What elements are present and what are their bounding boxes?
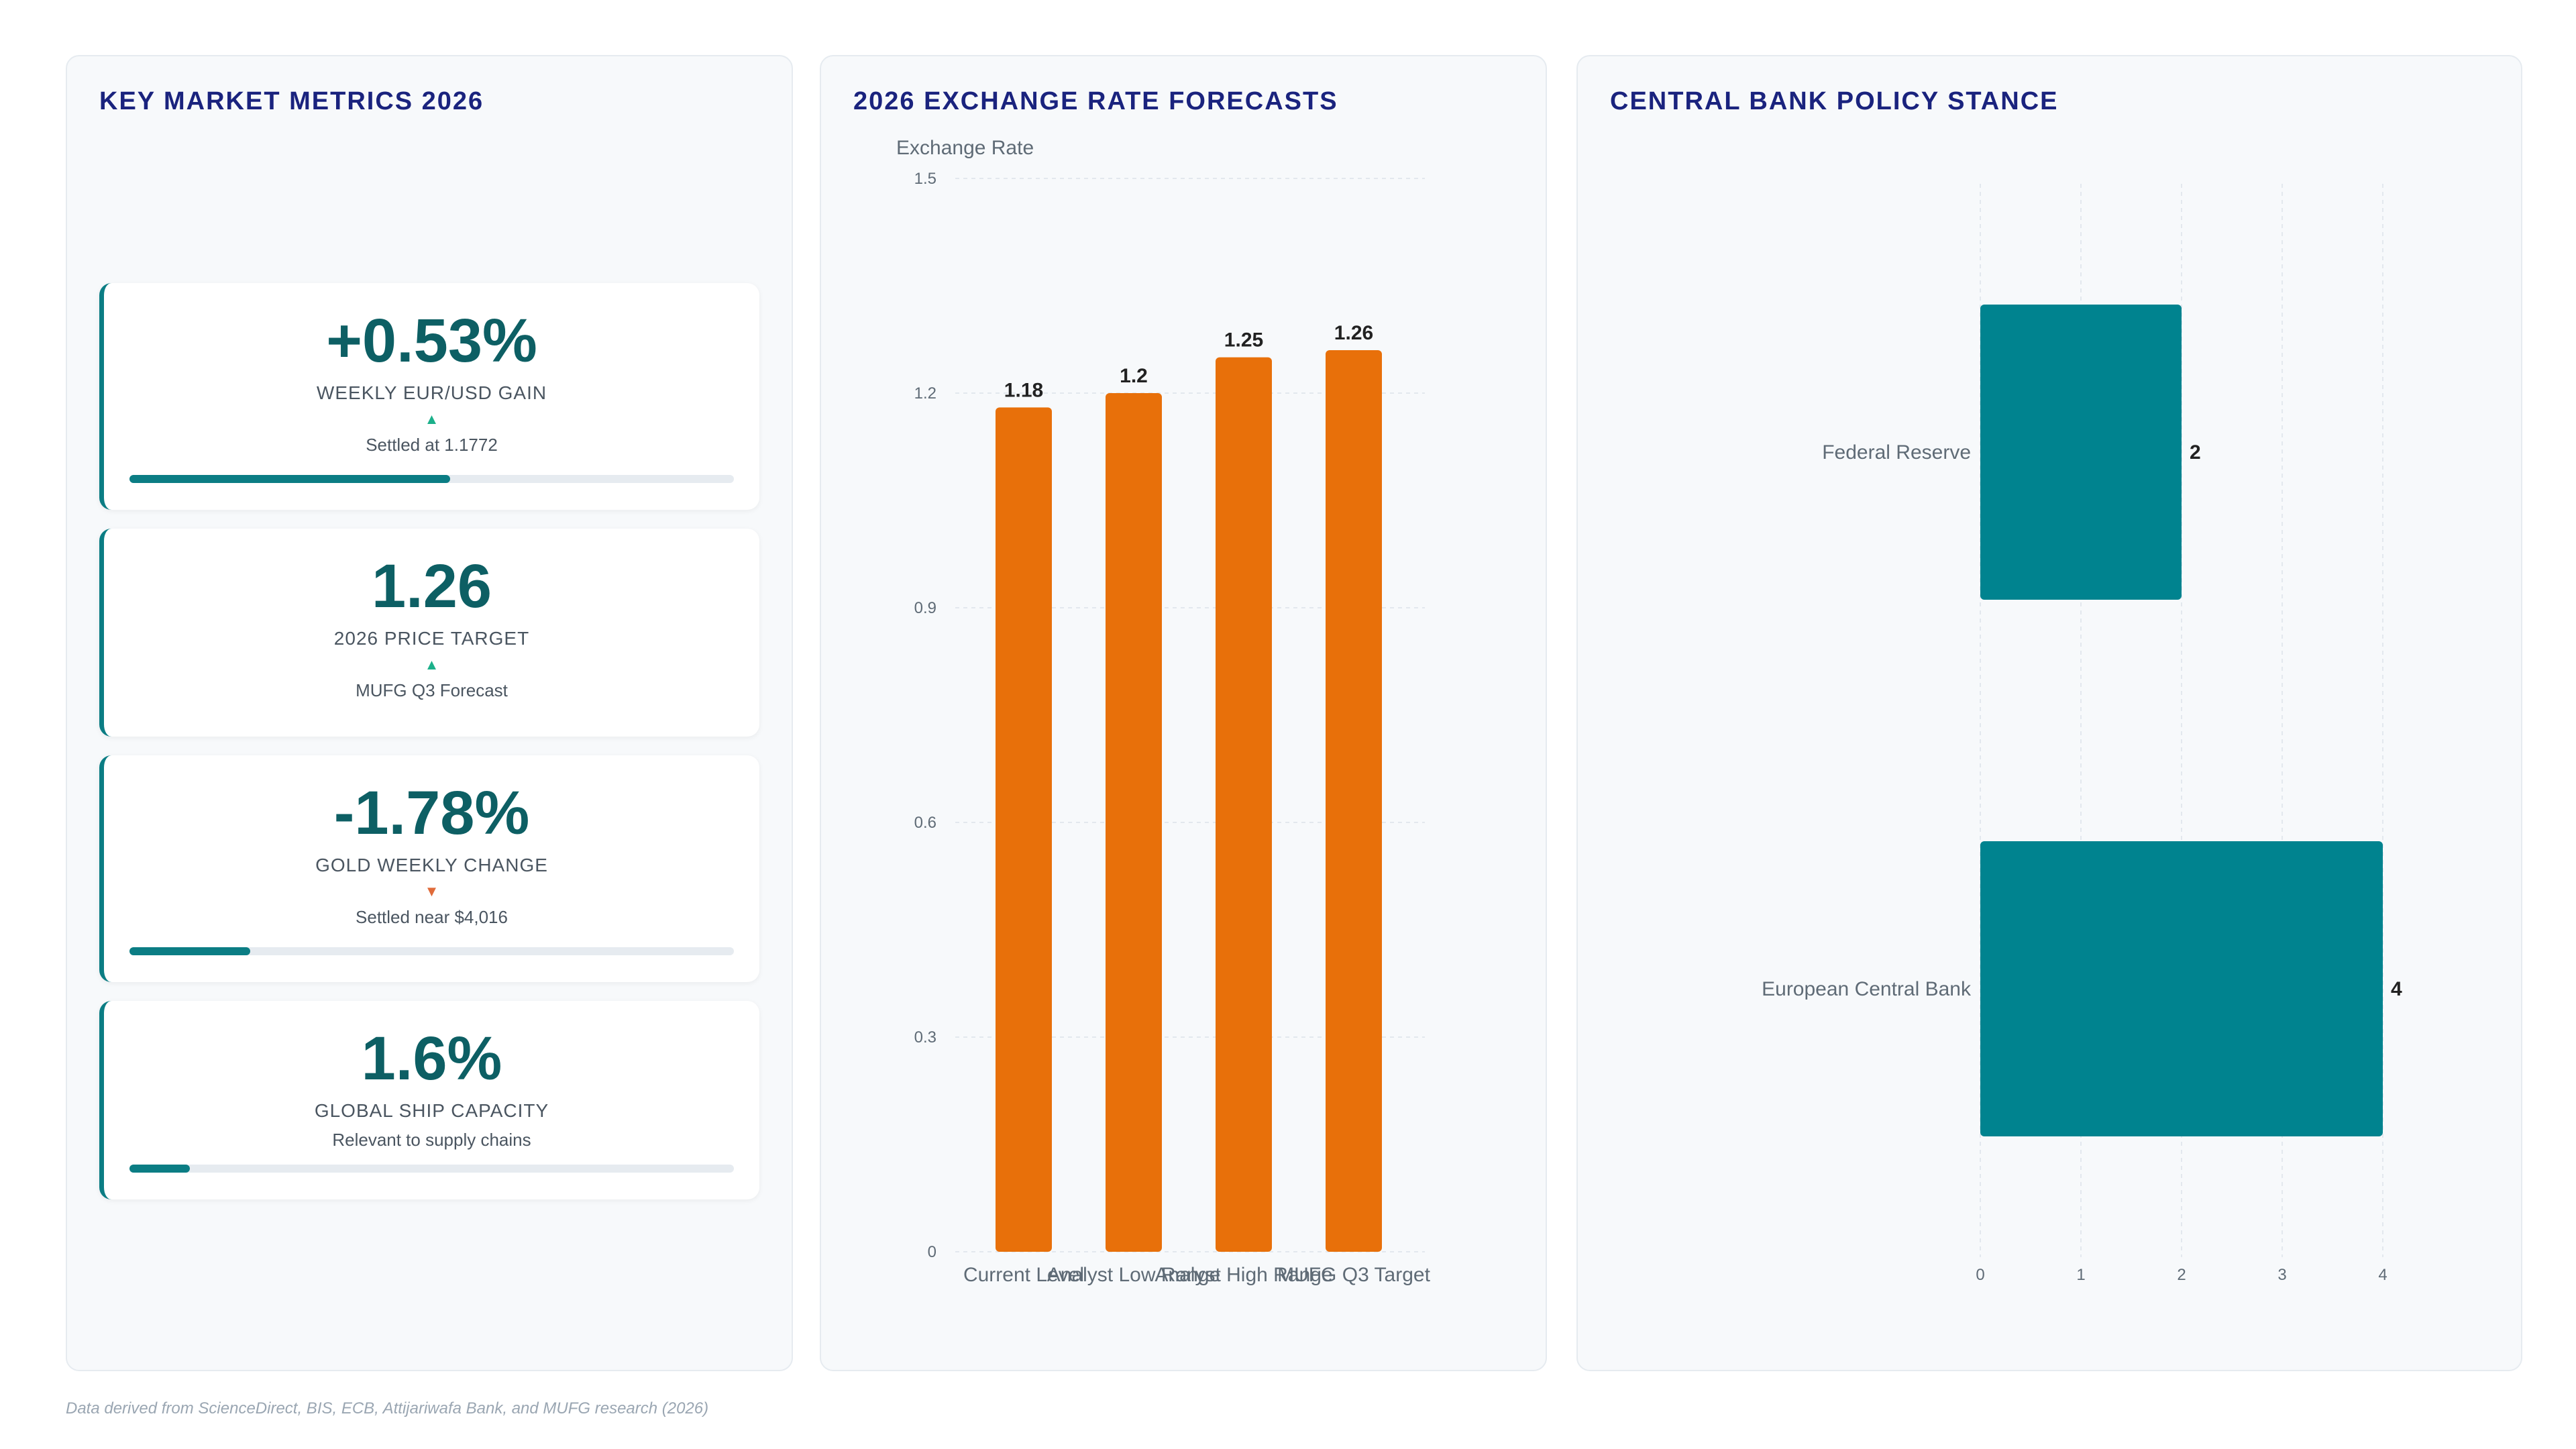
metric-value: +0.53% [326,307,537,375]
data-label: 1.25 [1224,329,1263,352]
bar [996,407,1052,1252]
trend-down-icon: ▼ [424,883,439,900]
bar [1216,357,1272,1252]
y-tick-label: 0 [928,1243,936,1261]
metric-value: 1.6% [361,1024,502,1093]
x-tick-label: Current Level [963,1264,1084,1286]
x-tick-label: 3 [2277,1266,2286,1284]
metric-card-gold: -1.78% GOLD WEEKLY CHANGE ▼ Settled near… [99,755,759,982]
x-tick-label: MUFG Q3 Target [1277,1264,1431,1286]
y-axis-label: Exchange Rate [896,137,1034,159]
y-tick-label: 0.3 [914,1028,936,1046]
data-label: 1.26 [1334,322,1373,344]
x-tick-label: 2 [2177,1266,2186,1284]
exchange-rate-chart: Exchange Rate 0 0.3 0.6 0.9 1.2 1.5 1.18 Current… [896,137,1431,1286]
metric-value: 1.26 [371,552,492,621]
metric-value: -1.78% [333,779,530,847]
data-label: 1.2 [1120,365,1148,387]
y-tick-label: 1.2 [914,384,936,402]
policy-panel-title: CENTRAL BANK POLICY STANCE [1610,87,2059,115]
metric-card-eurusd: +0.53% WEEKLY EUR/USD GAIN ▲ Settled at … [99,283,759,510]
progress-track [129,1165,734,1173]
metric-card-price-target: 1.26 2026 PRICE TARGET ▲ MUFG Q3 Forecas… [99,529,759,737]
x-tick-label: Analyst Low Range [1047,1264,1221,1286]
x-tick-label: 0 [1976,1266,1984,1284]
data-label: 1.18 [1004,379,1043,401]
data-label: 4 [2391,978,2402,1000]
metric-label: GLOBAL SHIP CAPACITY [314,1100,549,1121]
exchange-panel-title: 2026 EXCHANGE RATE FORECASTS [853,87,1338,115]
bar [1106,393,1162,1252]
x-tick-label: 1 [2076,1266,2085,1284]
metric-subtext: Settled at 1.1772 [366,435,498,455]
bar [1326,350,1382,1252]
trend-up-icon: ▲ [424,411,439,427]
policy-stance-panel: CENTRAL BANK POLICY STANCE 0 1 2 3 4 Federal … [1576,55,2522,1371]
progress-fill [129,475,450,483]
exchange-rate-panel: 2026 EXCHANGE RATE FORECASTS Exchange Ra… [820,55,1547,1371]
y-tick-label: 0.6 [914,814,936,832]
y-tick-label: European Central Bank [1762,978,1972,1000]
y-tick-label: Federal Reserve [1822,441,1971,464]
data-label: 2 [2190,441,2201,464]
metric-label: 2026 PRICE TARGET [333,628,530,649]
trend-up-icon: ▲ [424,656,439,673]
x-tick-label: 4 [2378,1266,2387,1284]
progress-fill [129,1165,191,1173]
metric-subtext: Settled near $4,016 [356,907,508,927]
metric-subtext: MUFG Q3 Forecast [356,680,508,700]
metric-cards: +0.53% WEEKLY EUR/USD GAIN ▲ Settled at … [99,283,759,1218]
y-tick-label: 1.5 [914,170,936,188]
bar [1980,841,2383,1136]
y-tick-label: 0.9 [914,599,936,617]
metric-label: GOLD WEEKLY CHANGE [315,855,548,875]
metric-card-ship-capacity: 1.6% GLOBAL SHIP CAPACITY Relevant to su… [99,1001,759,1199]
progress-track [129,475,734,483]
bar [1980,305,2182,600]
key-metrics-panel: KEY MARKET METRICS 2026 +0.53% WEEKLY EU… [66,55,793,1371]
metric-subtext: Relevant to supply chains [332,1130,531,1150]
progress-fill [129,947,251,955]
metric-label: WEEKLY EUR/USD GAIN [316,382,547,403]
policy-stance-chart: 0 1 2 3 4 Federal Reserve 2 European Central Ba… [1762,184,2402,1284]
x-tick-label: Analyst High Range [1155,1264,1332,1286]
source-footnote: Data derived from ScienceDirect, BIS, EC… [66,1399,709,1417]
progress-track [129,947,734,955]
metrics-panel-title: KEY MARKET METRICS 2026 [99,87,484,115]
